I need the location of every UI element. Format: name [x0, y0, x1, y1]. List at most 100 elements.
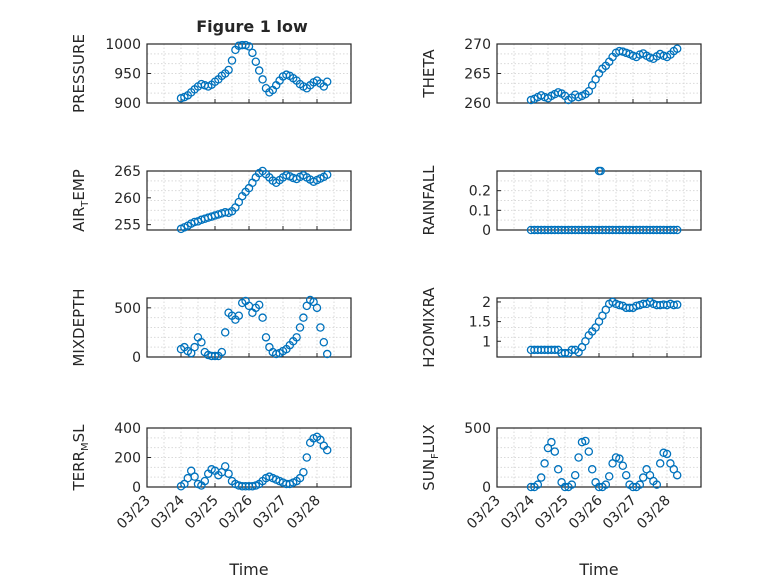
data-point	[251, 57, 261, 66]
data-point	[621, 470, 631, 480]
x-tick-label: 03/23	[114, 493, 154, 533]
data-point	[655, 459, 665, 468]
data-point	[553, 465, 563, 474]
data-point	[635, 480, 645, 489]
data-point	[258, 313, 267, 322]
data-point	[560, 348, 570, 358]
data-point	[581, 436, 590, 446]
x-tick-label: 03/27	[250, 493, 290, 533]
subplot-2: 255 260 265 AIRTEMP	[70, 164, 352, 234]
y-tick-label: 0	[482, 480, 491, 496]
x-tick-label: 03/28	[284, 493, 324, 533]
data-point	[312, 303, 322, 313]
axes-frame	[496, 43, 702, 104]
data-point	[244, 42, 254, 51]
axes-frame	[146, 170, 352, 231]
y-tick-label: 1.5	[469, 315, 491, 331]
y-axis-label: H2OMIXRA	[420, 287, 438, 368]
y-tick-label: 500	[114, 301, 141, 317]
data-point	[550, 447, 560, 456]
data-point	[322, 349, 332, 359]
y-axis-label: PRESSURE	[70, 34, 88, 113]
axes-frame	[496, 297, 702, 358]
data-point	[322, 77, 332, 87]
x-tick-label: 03/26	[216, 492, 256, 532]
y-tick-label: 270	[464, 37, 491, 53]
y-tick-label: 0	[132, 350, 141, 366]
data-point	[587, 465, 597, 474]
y-tick-label: 0	[132, 480, 141, 496]
y-tick-label: 255	[114, 218, 141, 234]
data-point	[596, 166, 605, 176]
y-tick-label: 1000	[105, 37, 141, 53]
data-point	[652, 480, 662, 489]
y-axis-label: TERRMSL	[70, 424, 91, 492]
subplot-5: 1 1.5 2 H2OMIXRA	[420, 287, 702, 368]
data-point	[200, 476, 210, 486]
y-tick-label: 260	[464, 96, 491, 112]
data-point	[669, 225, 679, 235]
data-point	[319, 337, 329, 347]
data-point	[254, 300, 264, 310]
data-point	[669, 300, 679, 310]
data-point	[672, 44, 682, 53]
data-point	[217, 347, 227, 357]
data-point	[190, 342, 199, 352]
y-tick-label: 500	[464, 421, 491, 437]
x-tick-label: 03/25	[532, 493, 572, 533]
data-point	[536, 473, 546, 482]
y-axis-label: SUNFLUX	[420, 424, 441, 490]
data-point	[261, 333, 271, 342]
data-point	[540, 459, 549, 468]
data-point	[672, 470, 682, 480]
subplot-0: 900 950 1000 PRESSURE	[70, 34, 352, 113]
data-point	[258, 75, 267, 84]
x-tick-label: 03/24	[148, 492, 188, 532]
y-tick-label: 265	[464, 67, 491, 83]
y-tick-label: 0	[482, 223, 491, 239]
subplot-1: 260 265 270 THETA	[420, 37, 702, 112]
data-point	[672, 225, 682, 235]
x-tick-label: 03/24	[498, 492, 538, 532]
data-point	[322, 170, 332, 180]
y-tick-label: 260	[114, 191, 141, 207]
y-tick-label: 2	[482, 295, 491, 311]
data-point	[662, 449, 672, 459]
data-point	[567, 480, 577, 489]
data-point	[190, 472, 199, 481]
data-point	[322, 445, 332, 455]
data-point	[220, 328, 230, 337]
data-point	[295, 323, 305, 332]
data-point	[618, 461, 628, 471]
x-tick-label: 03/28	[634, 493, 674, 533]
y-axis-label: AIRTEMP	[70, 169, 91, 232]
data-point	[547, 437, 556, 447]
y-tick-label: 950	[114, 67, 141, 83]
data-point	[210, 351, 220, 361]
data-point	[570, 470, 580, 480]
y-tick-label: 200	[114, 451, 141, 467]
y-axis-label: RAINFALL	[420, 165, 438, 236]
data-point	[234, 311, 244, 320]
y-axis-label: MIXDEPTH	[70, 288, 88, 366]
x-tick-label: 03/27	[600, 493, 640, 533]
data-point	[271, 349, 281, 359]
data-point	[299, 467, 308, 477]
data-point	[604, 472, 614, 481]
y-tick-label: 900	[114, 96, 141, 112]
axes-frame	[146, 297, 352, 358]
data-point	[254, 66, 264, 75]
data-point	[183, 473, 193, 483]
data-point	[224, 65, 233, 75]
data-point	[220, 462, 230, 471]
data-point	[574, 453, 583, 462]
x-axis-label: Time	[578, 560, 618, 579]
y-tick-label: 0.1	[469, 203, 491, 219]
figure-title: Figure 1 low	[196, 17, 308, 36]
data-point	[302, 453, 312, 462]
data-point	[615, 454, 624, 463]
data-point	[292, 333, 301, 342]
